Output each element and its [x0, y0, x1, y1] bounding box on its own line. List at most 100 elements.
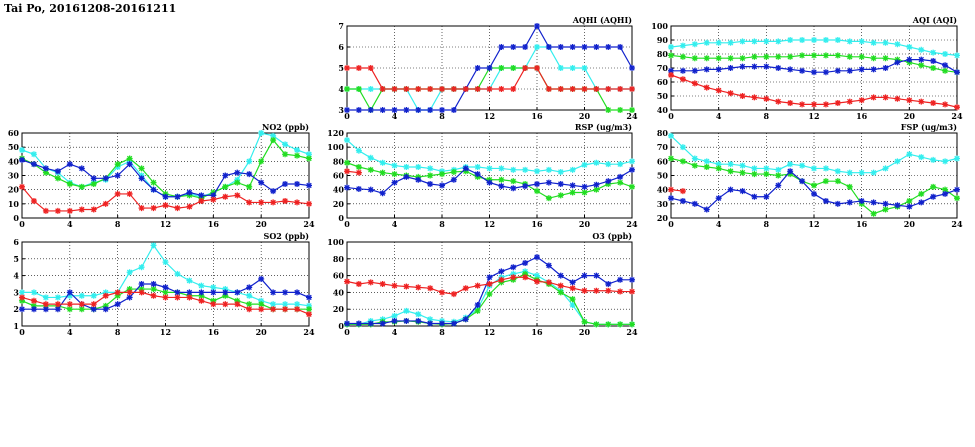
data-point	[581, 272, 588, 279]
data-point	[679, 76, 686, 83]
data-point	[391, 162, 398, 169]
data-point	[906, 203, 913, 210]
x-tick-label: 8	[439, 219, 445, 229]
data-point	[138, 205, 145, 212]
data-point	[629, 86, 635, 92]
data-point	[486, 274, 493, 281]
data-point	[486, 165, 493, 172]
data-point	[775, 53, 782, 60]
series-red	[344, 274, 635, 298]
x-tick-label: 20	[579, 111, 591, 121]
data-point	[126, 190, 133, 197]
chart-aqi: 0 4 8 12 16 20 24 40 50 60 70 80 90 100 AQI (AQI)	[651, 15, 963, 121]
x-tick-label: 12	[808, 111, 819, 121]
data-point	[918, 199, 925, 206]
data-point	[858, 169, 865, 176]
data-point	[918, 46, 925, 53]
data-point	[138, 289, 145, 296]
data-point	[727, 161, 734, 168]
data-point	[534, 254, 540, 261]
data-point	[78, 292, 85, 299]
data-point	[54, 207, 61, 214]
data-point	[763, 38, 770, 45]
series-red	[19, 289, 312, 318]
data-point	[19, 156, 25, 163]
data-point	[126, 289, 133, 296]
data-point	[126, 269, 133, 276]
data-point	[870, 94, 877, 101]
data-point	[894, 95, 901, 102]
data-point	[775, 98, 782, 105]
data-point	[246, 306, 253, 313]
data-point	[222, 301, 229, 308]
data-point	[727, 168, 734, 175]
data-point	[367, 166, 374, 173]
data-point	[882, 94, 889, 101]
data-point	[858, 53, 865, 60]
data-point	[918, 62, 925, 69]
data-point	[379, 190, 386, 197]
data-point	[593, 86, 600, 92]
data-point	[787, 37, 794, 43]
y-tick-label: 20	[657, 213, 669, 223]
data-point	[799, 67, 806, 74]
data-point	[391, 171, 398, 178]
data-point	[102, 292, 109, 299]
data-point	[282, 289, 289, 296]
chart-title: NO2 (ppb)	[262, 122, 309, 132]
data-point	[270, 137, 277, 144]
data-point	[403, 307, 410, 314]
data-point	[126, 155, 133, 162]
data-point	[882, 55, 889, 62]
data-point	[787, 66, 794, 73]
data-point	[344, 107, 350, 113]
data-point	[462, 165, 469, 172]
data-point	[90, 306, 97, 313]
data-point	[545, 44, 552, 50]
data-point	[545, 179, 552, 186]
data-point	[617, 173, 624, 180]
chart-title: O3 (ppb)	[592, 231, 632, 241]
data-point	[379, 86, 386, 92]
x-tick-label: 12	[808, 219, 819, 229]
y-tick-label: 70	[657, 63, 669, 73]
data-point	[367, 107, 374, 113]
data-point	[222, 292, 229, 299]
data-point	[557, 272, 564, 279]
x-tick-label: 4	[392, 111, 398, 121]
data-point	[42, 165, 49, 172]
x-tick-label: 16	[531, 327, 543, 337]
data-point	[258, 306, 265, 313]
data-point	[391, 86, 398, 92]
data-point	[90, 206, 97, 213]
y-tick-label: 60	[8, 128, 20, 138]
data-point	[186, 289, 193, 296]
data-point	[605, 107, 612, 113]
data-point	[668, 155, 674, 162]
data-point	[462, 316, 469, 323]
data-point	[811, 190, 817, 197]
data-point	[379, 107, 386, 113]
data-point	[138, 165, 145, 172]
data-point	[751, 38, 758, 45]
data-point	[703, 206, 710, 213]
data-point	[450, 168, 457, 175]
y-tick-label: 0	[338, 321, 344, 331]
data-point	[114, 301, 121, 308]
data-point	[510, 270, 517, 277]
data-point	[715, 195, 722, 202]
data-point	[954, 52, 960, 59]
data-point	[306, 306, 312, 313]
data-point	[775, 182, 782, 189]
x-tick-label: 24	[303, 219, 315, 229]
x-tick-label: 12	[160, 219, 171, 229]
data-point	[581, 189, 588, 196]
data-point	[906, 56, 913, 63]
data-point	[210, 192, 217, 199]
data-point	[510, 65, 517, 71]
data-point	[846, 53, 853, 60]
data-point	[234, 297, 241, 304]
y-tick-label: 60	[333, 171, 345, 181]
data-point	[894, 59, 901, 66]
data-point	[367, 65, 374, 71]
